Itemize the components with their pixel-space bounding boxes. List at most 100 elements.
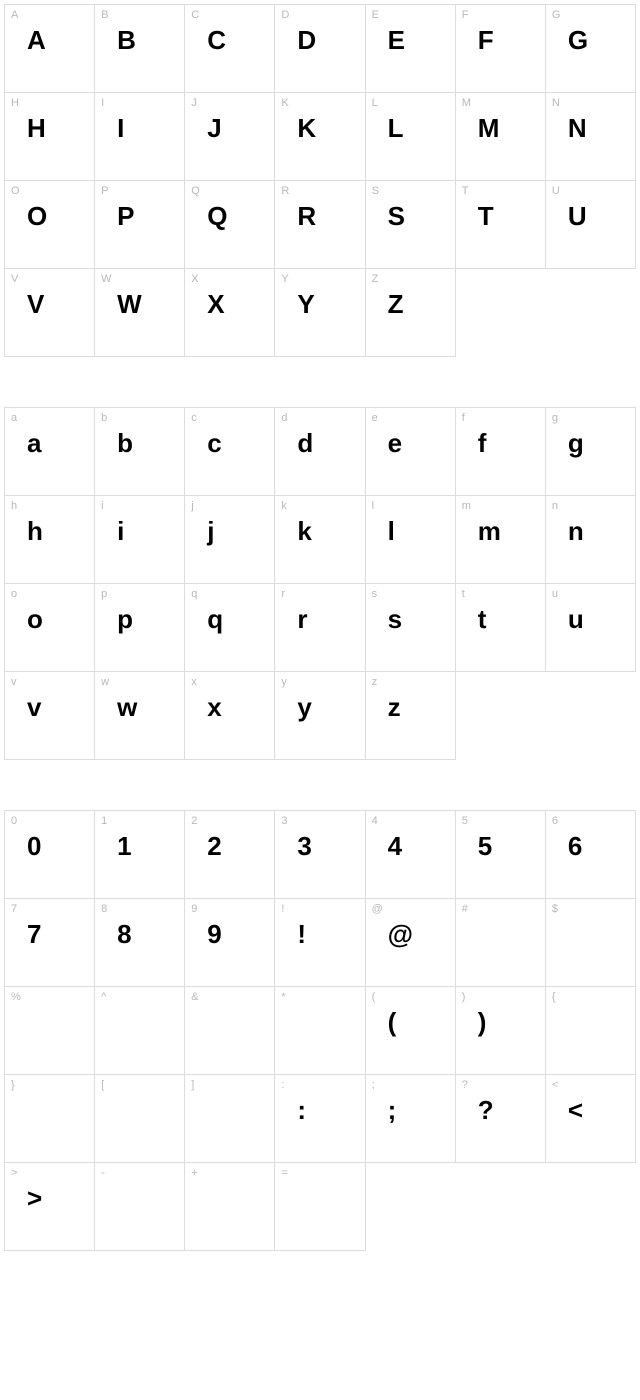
- cell-glyph: u: [568, 604, 583, 635]
- cell-glyph: O: [27, 201, 46, 232]
- glyph-cell: ii: [95, 496, 185, 584]
- cell-glyph: R: [297, 201, 315, 232]
- cell-key-label: +: [191, 1167, 197, 1179]
- cell-glyph: o: [27, 604, 42, 635]
- glyph-cell: uu: [546, 584, 636, 672]
- cell-key-label: F: [462, 9, 469, 21]
- cell-key-label: }: [11, 1079, 15, 1091]
- cell-glyph: 2: [207, 831, 220, 862]
- cell-glyph: j: [207, 516, 213, 547]
- cell-glyph: c: [207, 428, 220, 459]
- cell-key-label: &: [191, 991, 198, 1003]
- glyph-cell: QQ: [185, 181, 275, 269]
- cell-key-label: d: [281, 412, 287, 424]
- glyph-cell: -: [95, 1163, 185, 1251]
- cell-glyph: >: [27, 1183, 41, 1214]
- cell-glyph: W: [117, 289, 141, 320]
- cell-glyph: U: [568, 201, 586, 232]
- glyph-cell: TT: [456, 181, 546, 269]
- cell-glyph: i: [117, 516, 123, 547]
- glyph-cell: ;;: [366, 1075, 456, 1163]
- cell-glyph: x: [207, 692, 220, 723]
- cell-glyph: !: [297, 919, 305, 950]
- glyph-cell: zz: [366, 672, 456, 760]
- cell-key-label: D: [281, 9, 289, 21]
- cell-glyph: l: [388, 516, 394, 547]
- cell-glyph: Q: [207, 201, 226, 232]
- cell-key-label: I: [101, 97, 104, 109]
- glyph-cell: 00: [5, 811, 95, 899]
- glyph-cell: ]: [185, 1075, 275, 1163]
- cell-glyph: I: [117, 113, 123, 144]
- glyph-cell: 88: [95, 899, 185, 987]
- glyph-cell: pp: [95, 584, 185, 672]
- cell-key-label: q: [191, 588, 197, 600]
- cell-key-label: k: [281, 500, 287, 512]
- cell-key-label: ): [462, 991, 466, 1003]
- cell-key-label: 9: [191, 903, 197, 915]
- cell-glyph: <: [568, 1095, 582, 1126]
- glyph-cell: !!: [275, 899, 365, 987]
- cell-key-label: c: [191, 412, 197, 424]
- glyph-cell: 66: [546, 811, 636, 899]
- cell-key-label: [: [101, 1079, 104, 1091]
- cell-glyph: L: [388, 113, 403, 144]
- glyph-cell: LL: [366, 93, 456, 181]
- cell-key-label: @: [372, 903, 383, 915]
- cell-key-label: %: [11, 991, 21, 1003]
- cell-glyph: 3: [297, 831, 310, 862]
- cell-key-label: G: [552, 9, 561, 21]
- cell-key-label: <: [552, 1079, 558, 1091]
- cell-key-label: X: [191, 273, 198, 285]
- cell-key-label: $: [552, 903, 558, 915]
- cell-key-label: U: [552, 185, 560, 197]
- glyph-cell: ee: [366, 408, 456, 496]
- glyph-cell: bb: [95, 408, 185, 496]
- cell-glyph: Z: [388, 289, 403, 320]
- cell-key-label: 5: [462, 815, 468, 827]
- cell-glyph: @: [388, 919, 412, 950]
- cell-key-label: J: [191, 97, 197, 109]
- cell-glyph: V: [27, 289, 43, 320]
- cell-glyph: F: [478, 25, 493, 56]
- glyph-cell: PP: [95, 181, 185, 269]
- cell-key-label: L: [372, 97, 378, 109]
- cell-empty: [546, 1163, 636, 1251]
- glyph-cell: ^: [95, 987, 185, 1075]
- cell-glyph: d: [297, 428, 312, 459]
- cell-glyph: h: [27, 516, 42, 547]
- glyph-cell: rr: [275, 584, 365, 672]
- cell-glyph: B: [117, 25, 135, 56]
- cell-key-label: S: [372, 185, 379, 197]
- cell-glyph: r: [297, 604, 306, 635]
- cell-key-label: #: [462, 903, 468, 915]
- cell-empty: [366, 1163, 456, 1251]
- glyph-cell: oo: [5, 584, 95, 672]
- cell-key-label: ^: [101, 991, 106, 1003]
- cell-glyph: ): [478, 1007, 486, 1038]
- section-lowercase: aabbccddeeffgghhiijjkkllmmnnooppqqrrsstt…: [4, 407, 636, 760]
- cell-key-label: ;: [372, 1079, 375, 1091]
- cell-glyph: k: [297, 516, 310, 547]
- glyph-cell: 44: [366, 811, 456, 899]
- cell-glyph: q: [207, 604, 222, 635]
- glyph-cell: %: [5, 987, 95, 1075]
- cell-key-label: A: [11, 9, 18, 21]
- cell-glyph: m: [478, 516, 500, 547]
- cell-key-label: s: [372, 588, 378, 600]
- cell-glyph: g: [568, 428, 583, 459]
- glyph-cell: KK: [275, 93, 365, 181]
- cell-glyph: :: [297, 1095, 305, 1126]
- cell-key-label: g: [552, 412, 558, 424]
- cell-key-label: f: [462, 412, 465, 424]
- glyph-cell: aa: [5, 408, 95, 496]
- glyph-cell: WW: [95, 269, 185, 357]
- cell-glyph: N: [568, 113, 586, 144]
- glyph-cell: ((: [366, 987, 456, 1075]
- glyph-cell: GG: [546, 5, 636, 93]
- glyph-cell: >>: [5, 1163, 95, 1251]
- cell-glyph: C: [207, 25, 225, 56]
- cell-glyph: J: [207, 113, 220, 144]
- cell-glyph: n: [568, 516, 583, 547]
- cell-empty: [546, 269, 636, 357]
